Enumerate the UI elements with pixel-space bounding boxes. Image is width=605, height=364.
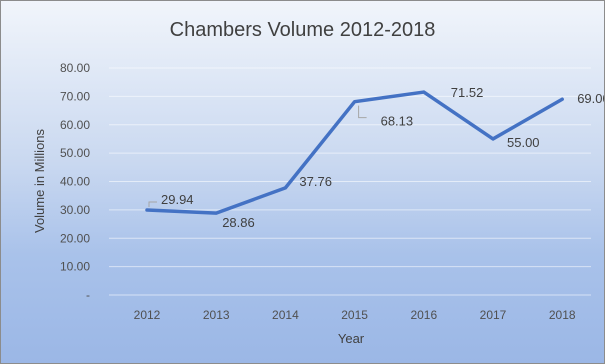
x-tick-label: 2012 [134, 308, 161, 322]
data-label: 29.94 [161, 192, 194, 207]
y-tick-label: 30.00 [60, 203, 90, 217]
y-tick-label: 10.00 [60, 260, 90, 274]
series-volume [145, 90, 564, 215]
data-label: 69.00 [577, 91, 604, 106]
y-axis-title: Volume in Millions [32, 128, 47, 233]
y-tick-label: 60.00 [60, 118, 90, 132]
data-label: 71.52 [451, 85, 484, 100]
x-tick-label: 2018 [549, 308, 576, 322]
data-label-leader [358, 105, 367, 119]
x-axis: 2012 2013 2014 2015 2016 2017 2018 [134, 308, 576, 322]
data-labels: 29.94 28.86 37.76 68.13 71.52 55.00 69.00 [148, 85, 604, 230]
x-axis-title: Year [338, 331, 365, 346]
y-tick-label: 80.00 [60, 61, 90, 75]
series-line [145, 90, 564, 215]
data-label: 68.13 [381, 114, 414, 129]
data-label: 37.76 [299, 174, 332, 189]
y-tick-label: 70.00 [60, 89, 90, 103]
y-tick-label: 40.00 [60, 175, 90, 189]
y-tick-label: 50.00 [60, 146, 90, 160]
data-label: 55.00 [507, 135, 540, 150]
chart-title: Chambers Volume 2012-2018 [169, 19, 436, 41]
x-tick-label: 2016 [410, 308, 437, 322]
data-label: 28.86 [222, 215, 255, 230]
x-tick-label: 2014 [272, 308, 299, 322]
gridlines [109, 67, 591, 296]
x-tick-label: 2013 [203, 308, 230, 322]
x-tick-label: 2015 [341, 308, 368, 322]
y-tick-label: - [86, 288, 90, 302]
y-axis: - 10.00 20.00 30.00 40.00 50.00 60.00 70.00 80.0… [60, 61, 90, 302]
x-tick-label: 2017 [480, 308, 507, 322]
data-label-leader [148, 201, 157, 208]
y-tick-label: 20.00 [60, 231, 90, 245]
